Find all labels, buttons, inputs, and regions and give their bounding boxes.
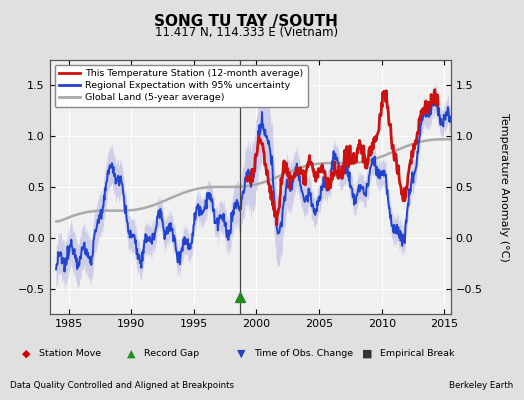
Text: Station Move: Station Move	[39, 350, 102, 358]
Text: ■: ■	[362, 349, 372, 359]
Text: Record Gap: Record Gap	[144, 350, 199, 358]
Legend: This Temperature Station (12-month average), Regional Expectation with 95% uncer: This Temperature Station (12-month avera…	[54, 65, 308, 107]
Text: SONG TU TAY /SOUTH: SONG TU TAY /SOUTH	[155, 14, 338, 29]
Text: 11.417 N, 114.333 E (Vietnam): 11.417 N, 114.333 E (Vietnam)	[155, 26, 338, 39]
Text: Data Quality Controlled and Aligned at Breakpoints: Data Quality Controlled and Aligned at B…	[10, 381, 235, 390]
Text: Empirical Break: Empirical Break	[380, 350, 454, 358]
Text: Time of Obs. Change: Time of Obs. Change	[254, 350, 353, 358]
Text: ▼: ▼	[237, 349, 245, 359]
Text: ▲: ▲	[127, 349, 135, 359]
Text: Berkeley Earth: Berkeley Earth	[449, 381, 514, 390]
Y-axis label: Temperature Anomaly (°C): Temperature Anomaly (°C)	[499, 113, 509, 261]
Text: ◆: ◆	[22, 349, 30, 359]
